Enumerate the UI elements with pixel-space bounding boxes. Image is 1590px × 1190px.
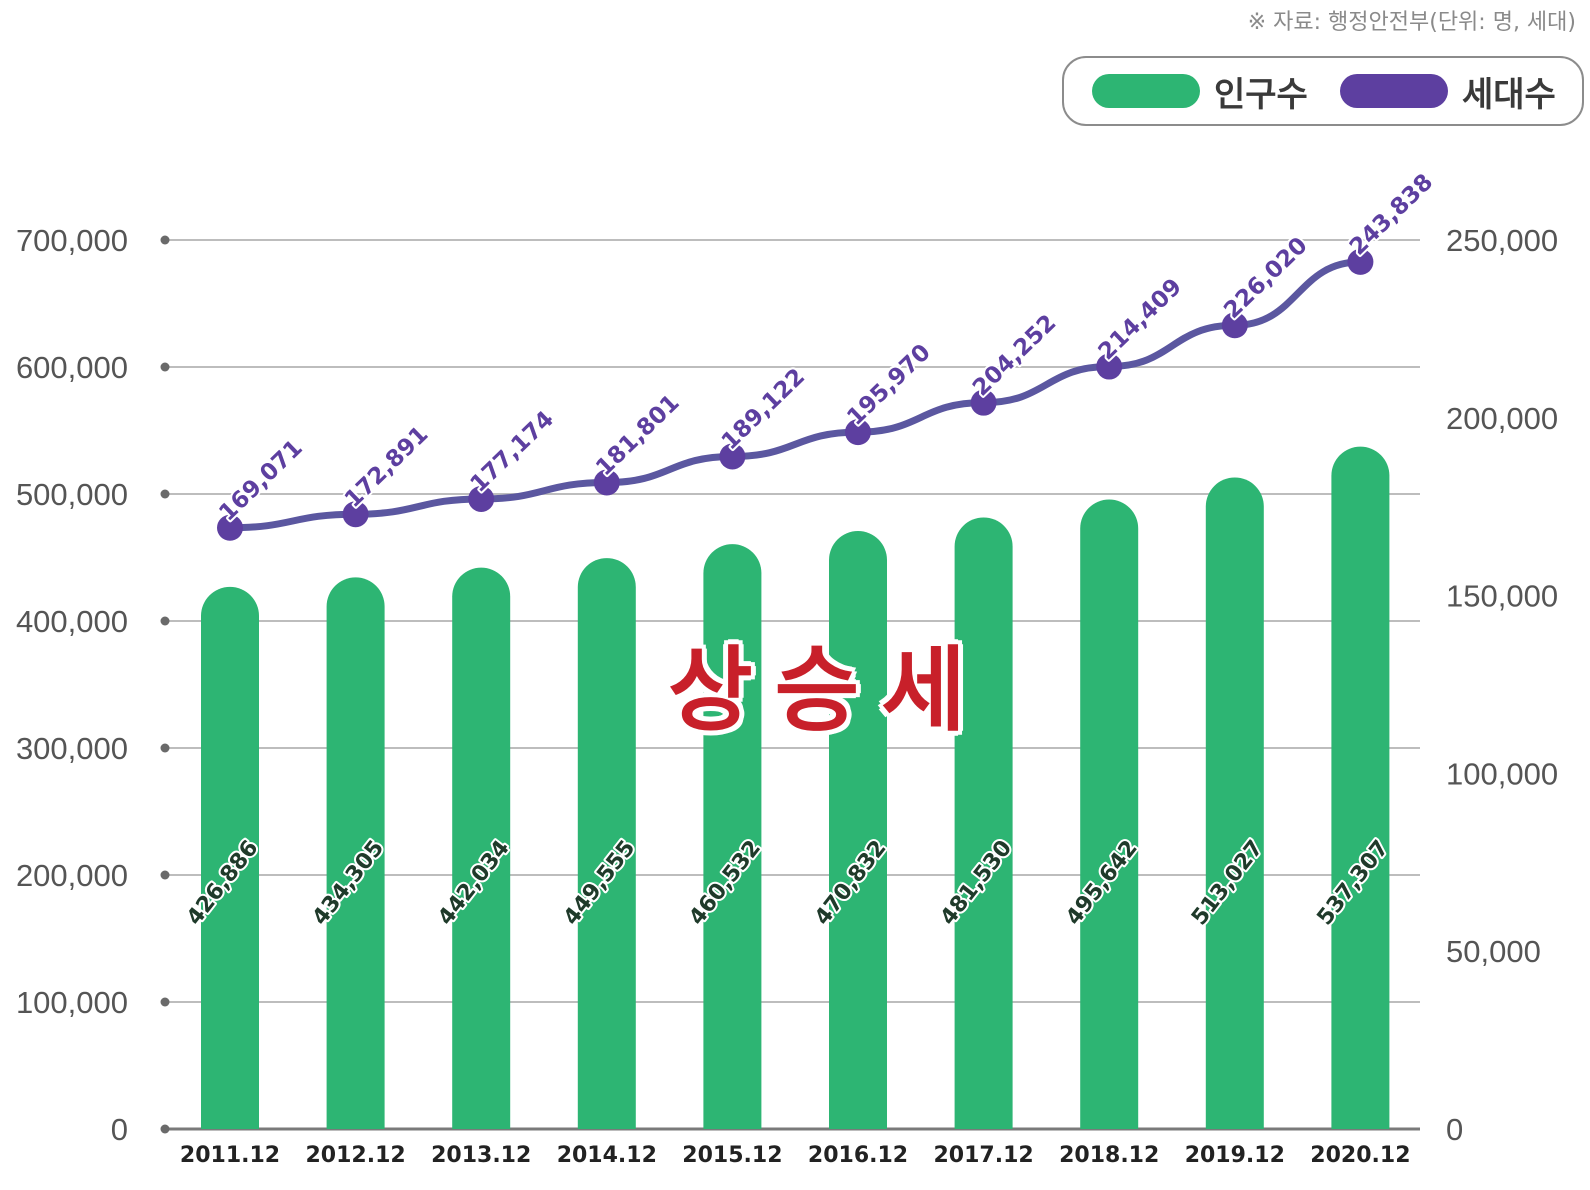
left-axis-tick-label: 500,000	[16, 477, 128, 512]
x-axis-tick-label: 2015.12	[682, 1143, 782, 1168]
x-axis-tick-label: 2020.12	[1310, 1143, 1410, 1168]
left-axis-tick-label: 300,000	[16, 731, 128, 766]
left-axis-tick-dot	[160, 870, 170, 880]
left-axis-tick-dot	[160, 235, 170, 245]
households-point	[468, 485, 495, 512]
left-axis-tick-label: 700,000	[16, 223, 128, 258]
bar-population	[1080, 499, 1139, 1130]
left-axis-tick-label: 100,000	[16, 985, 128, 1020]
households-line	[226, 258, 1364, 532]
left-axis-tick-dot	[160, 489, 170, 499]
x-axis-tick-label: 2012.12	[305, 1143, 405, 1168]
households-point	[719, 443, 746, 470]
x-axis-tick-label: 2011.12	[180, 1143, 280, 1168]
right-axis-tick-label: 250,000	[1446, 223, 1558, 258]
households-point	[1096, 353, 1123, 380]
legend-label-households: 세대수	[1462, 74, 1556, 115]
left-axis-tick-label: 200,000	[16, 858, 128, 893]
source-note: ※ 자료: 행정안전부(단위: 명, 세대)	[1247, 10, 1576, 35]
bar-population	[1205, 477, 1264, 1129]
x-axis-tick-label: 2014.12	[557, 1143, 657, 1168]
x-axis-tick-label: 2013.12	[431, 1143, 531, 1168]
right-axis-tick-label: 150,000	[1446, 579, 1558, 614]
bar-population	[829, 531, 887, 1129]
bar-population	[201, 586, 259, 1129]
households-value-label: 243,838	[1345, 169, 1438, 260]
left-axis-tick-dot	[160, 362, 170, 372]
households-point	[970, 389, 997, 416]
households-value-label: 169,071	[214, 435, 307, 526]
x-axis-tick-label: 2017.12	[933, 1143, 1033, 1168]
x-axis-tick-label: 2018.12	[1059, 1143, 1159, 1168]
left-axis-tick-dot	[160, 997, 170, 1007]
trend-annotation: 상승세	[668, 637, 988, 744]
bar-population	[452, 567, 511, 1129]
legend-item-households: 세대수	[1340, 58, 1556, 124]
households-point	[1221, 312, 1248, 339]
left-axis-tick-label: 400,000	[16, 604, 128, 639]
left-axis-tick-dot	[160, 1124, 170, 1134]
x-axis-tick-label: 2019.12	[1185, 1143, 1285, 1168]
bar-population	[703, 544, 762, 1129]
households-point	[342, 501, 369, 528]
left-axis-tick-label: 0	[111, 1112, 128, 1147]
households-value-label: 172,891	[340, 421, 433, 512]
households-point	[845, 419, 871, 446]
legend-swatch-population	[1092, 74, 1200, 108]
right-axis-tick-label: 200,000	[1446, 401, 1558, 436]
households-point	[217, 514, 243, 541]
households-value-label: 177,174	[466, 406, 559, 497]
legend: 인구수 세대수	[1062, 56, 1584, 126]
right-axis-tick-label: 0	[1446, 1112, 1463, 1147]
bar-population	[326, 577, 385, 1129]
legend-label-population: 인구수	[1214, 74, 1308, 115]
households-point	[593, 469, 620, 496]
bar-population	[577, 558, 636, 1129]
right-axis-tick-label: 100,000	[1446, 756, 1558, 791]
households-value-label: 226,020	[1219, 232, 1312, 323]
households-point	[1347, 248, 1374, 275]
legend-swatch-households	[1340, 74, 1448, 108]
left-axis-tick-dot	[160, 743, 170, 753]
left-axis-tick-dot	[160, 616, 170, 626]
right-axis-tick-label: 50,000	[1446, 934, 1541, 969]
legend-item-population: 인구수	[1092, 58, 1308, 124]
bar-population	[954, 517, 1013, 1129]
left-axis-tick-label: 600,000	[16, 350, 128, 385]
x-axis-tick-label: 2016.12	[808, 1143, 908, 1168]
bar-population	[1331, 446, 1390, 1129]
households-value-label: 214,409	[1094, 274, 1187, 365]
